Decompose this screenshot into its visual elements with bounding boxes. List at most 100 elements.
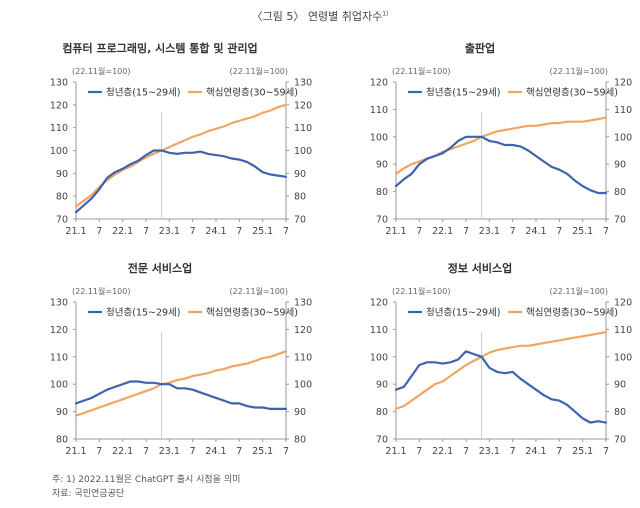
x-tick-label: 7: [190, 226, 196, 237]
footnote-source: 자료: 국민연금공단: [52, 489, 125, 499]
x-tick-label: 25.1: [572, 446, 593, 457]
series-line-core-age: [74, 350, 288, 417]
y-tick-label-left: 90: [376, 380, 388, 391]
x-tick-label: 21.1: [385, 446, 406, 457]
y-tick-label-left: 110: [370, 105, 388, 116]
x-tick-label: 21.1: [65, 226, 86, 237]
x-tick-label: 7: [283, 226, 289, 237]
y-tick-label-right: 120: [294, 325, 312, 336]
x-tick-label: 23.1: [159, 226, 180, 237]
x-tick-label: 7: [463, 446, 469, 457]
y-tick-label-left: 80: [56, 435, 68, 446]
x-tick-label: 23.1: [159, 446, 180, 457]
panel-title: 컴퓨터 프로그래밍, 시스템 통합 및 관리업: [62, 42, 258, 55]
legend-item-youth: 청년층(15~29세): [408, 88, 501, 99]
y-tick-label-right: 110: [614, 325, 632, 336]
x-tick-label: 7: [603, 226, 609, 237]
series-line-core-age: [74, 103, 288, 208]
y-tick-label-right: 130: [294, 298, 312, 309]
y-tick-label-left: 90: [56, 407, 68, 418]
y-tick-label-right: 120: [294, 100, 312, 111]
x-tick-label: 22.1: [432, 446, 453, 457]
x-tick-label: 7: [510, 446, 516, 457]
y-tick-label-right: 110: [614, 105, 632, 116]
y-tick-label-left: 120: [50, 100, 68, 111]
y-tick-label-left: 70: [56, 215, 68, 226]
x-tick-label: 7: [143, 446, 149, 457]
legend-label: 청년층(15~29세): [426, 308, 501, 319]
y-tick-label-left: 100: [50, 380, 68, 391]
x-tick-label: 24.1: [205, 446, 226, 457]
x-tick-label: 24.1: [205, 226, 226, 237]
y-tick-label-left: 120: [370, 78, 388, 89]
legend-label: 청년층(15~29세): [426, 88, 501, 99]
legend-item-core-age: 핵심연령층(30~59세): [188, 87, 298, 99]
y-tick-label-right: 130: [294, 78, 312, 89]
x-tick-label: 7: [236, 446, 242, 457]
x-tick-label: 7: [96, 226, 102, 237]
y-tick-label-right: 80: [614, 407, 626, 418]
panel-information-services: 정보 서비스업 (22.11월=100) (22.11월=100) 70 70 80 80…: [320, 260, 640, 470]
y-tick-label-right: 100: [614, 132, 632, 143]
y-tick-label-left: 100: [370, 352, 388, 363]
x-tick-label: 24.1: [525, 446, 546, 457]
panel-title: 정보 서비스업: [447, 262, 513, 275]
legend-item-youth: 청년층(15~29세): [408, 308, 501, 319]
panel-title: 전문 서비스업: [127, 262, 193, 275]
y-tick-label-left: 120: [50, 325, 68, 336]
y-tick-label-right: 70: [294, 215, 306, 226]
figure-title: 〈그림 5〉 연령별 취업자수1): [0, 8, 640, 24]
series-line-youth: [394, 135, 608, 195]
x-tick-label: 7: [463, 226, 469, 237]
y-tick-label-left: 100: [50, 146, 68, 157]
y-tick-label-left: 80: [376, 187, 388, 198]
y-tick-label-right: 80: [614, 187, 626, 198]
series-line-youth: [74, 380, 288, 410]
x-tick-label: 7: [603, 446, 609, 457]
unit-label-left: (22.11월=100): [392, 286, 450, 296]
x-tick-label: 25.1: [252, 446, 273, 457]
legend-label: 핵심연령층(30~59세): [526, 307, 618, 319]
line-chart-professional-services: (22.11월=100) (22.11월=100) 80 80 90 90 100 100 11…: [50, 286, 312, 457]
unit-label-left: (22.11월=100): [72, 66, 130, 76]
x-tick-label: 23.1: [479, 446, 500, 457]
panel-title: 출판업: [464, 42, 496, 55]
x-tick-label: 22.1: [432, 226, 453, 237]
y-tick-label-left: 110: [50, 352, 68, 363]
unit-label-left: (22.11월=100): [392, 66, 450, 76]
y-tick-label-left: 130: [50, 78, 68, 89]
x-tick-label: 24.1: [525, 226, 546, 237]
panel-publishing: 출판업 (22.11월=100) (22.11월=100) 70 70 80 80 90 90…: [320, 40, 640, 250]
y-tick-label-left: 110: [50, 123, 68, 134]
series-line-core-age: [394, 116, 608, 175]
y-tick-label-right: 90: [294, 407, 306, 418]
y-tick-label-left: 80: [56, 192, 68, 203]
y-tick-label-left: 70: [376, 435, 388, 446]
x-tick-label: 7: [190, 446, 196, 457]
x-tick-label: 7: [96, 446, 102, 457]
y-tick-label-right: 70: [614, 215, 626, 226]
x-tick-label: 21.1: [385, 226, 406, 237]
unit-label-right: (22.11월=100): [550, 66, 608, 76]
legend-label: 핵심연령층(30~59세): [526, 87, 618, 99]
legend-item-core-age: 핵심연령층(30~59세): [188, 307, 298, 319]
series-line-youth: [74, 149, 288, 214]
x-tick-label: 7: [143, 226, 149, 237]
y-tick-label-left: 90: [56, 169, 68, 180]
legend-label: 청년층(15~29세): [106, 308, 181, 319]
y-tick-label-right: 90: [294, 169, 306, 180]
figure-title-footnote-mark: 1): [382, 10, 389, 18]
x-tick-label: 25.1: [252, 226, 273, 237]
footnote-note: 주: 1) 2022.11월은 ChatGPT 출시 시점을 의미: [52, 475, 241, 485]
unit-label-right: (22.11월=100): [230, 286, 288, 296]
x-tick-label: 21.1: [65, 446, 86, 457]
unit-label-left: (22.11월=100): [72, 286, 130, 296]
footnote: 주: 1) 2022.11월은 ChatGPT 출시 시점을 의미 자료: 국민…: [52, 473, 240, 501]
x-tick-label: 7: [236, 226, 242, 237]
y-tick-label-right: 110: [294, 352, 312, 363]
x-tick-label: 7: [283, 446, 289, 457]
line-chart-information-services: (22.11월=100) (22.11월=100) 70 70 80 80 90 90 100 1…: [370, 286, 632, 457]
y-tick-label-right: 120: [614, 298, 632, 309]
panel-professional-services: 전문 서비스업 (22.11월=100) (22.11월=100) 80 80 90 90…: [0, 260, 320, 470]
y-tick-label-left: 90: [376, 160, 388, 171]
